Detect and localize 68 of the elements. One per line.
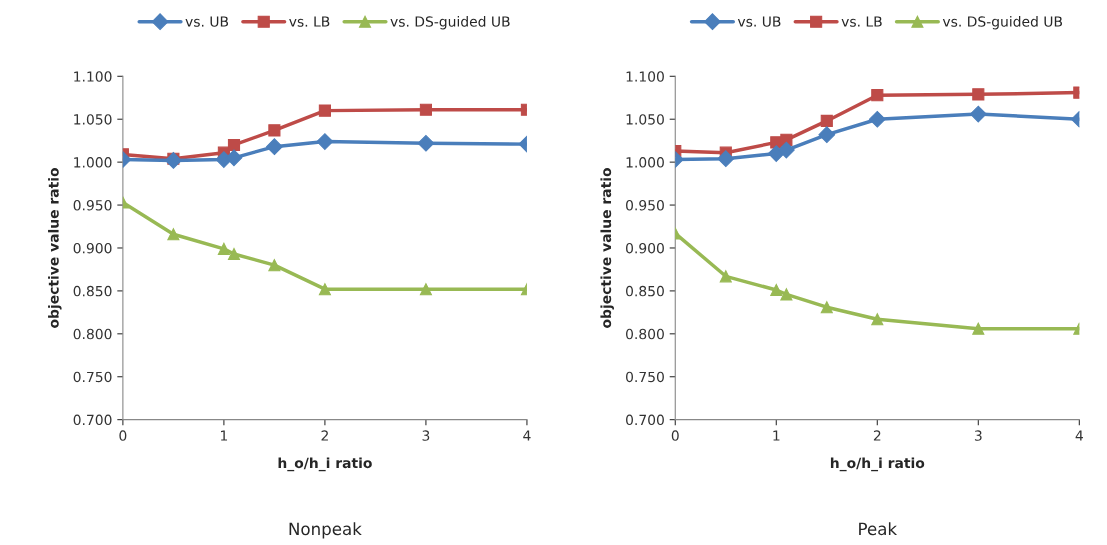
point	[318, 283, 331, 296]
point	[770, 283, 783, 297]
point	[969, 105, 987, 123]
point	[266, 138, 283, 156]
y-axis-title: objective value ratio	[600, 168, 614, 328]
x-tick-label: 2	[873, 430, 881, 441]
legend-label: vs. LB	[841, 16, 882, 27]
point	[871, 89, 884, 102]
y-tick-label: 1.100	[626, 71, 664, 82]
point	[227, 138, 241, 152]
x-tick-label: 2	[321, 430, 328, 441]
legend-label: vs. UB	[185, 16, 229, 27]
y-tick-label: 1.000	[626, 157, 664, 168]
y-tick-label: 1.000	[74, 157, 112, 168]
y-axis-title: objective value ratio	[48, 168, 62, 328]
y-tick-label: 0.850	[626, 285, 664, 297]
point	[972, 322, 985, 335]
legend-label: vs. DS-guided UB	[942, 16, 1062, 30]
x-axis-title: h_o/h_i ratio	[278, 457, 372, 472]
legend-label: vs. UB	[737, 16, 781, 27]
x-tick-label: 0	[119, 430, 127, 441]
x-tick-label: 3	[974, 430, 982, 441]
y-tick-label: 0.950	[73, 200, 112, 211]
point	[820, 114, 833, 128]
y-tick-label: 0.700	[73, 414, 112, 426]
point	[818, 126, 836, 144]
point	[868, 110, 886, 128]
point	[717, 150, 735, 168]
y-tick-label: 0.850	[73, 285, 112, 297]
point	[268, 259, 281, 272]
point	[778, 141, 795, 159]
point	[227, 247, 241, 261]
y-tick-label: 0.800	[73, 328, 112, 340]
point	[217, 242, 230, 255]
y-tick-label: 1.050	[626, 114, 664, 125]
text: Peak	[859, 522, 898, 536]
point	[871, 313, 884, 326]
y-tick-label: 0.750	[73, 371, 112, 383]
x-tick-label: 1	[221, 430, 228, 441]
point	[780, 288, 793, 301]
point	[318, 104, 331, 117]
y-tick-label: 0.700	[626, 414, 664, 426]
point	[165, 152, 182, 169]
y-tick-label: 0.950	[626, 200, 664, 211]
y-tick-label: 1.100	[74, 71, 112, 82]
y-tick-label: 1.050	[74, 114, 112, 125]
x-tick-label: 3	[422, 430, 430, 441]
y-tick-label: 0.750	[626, 371, 664, 383]
point	[972, 88, 985, 101]
y-tick-label: 0.900	[73, 242, 112, 254]
x-tick-label: 4	[1075, 430, 1083, 441]
text: Nonpeak	[289, 522, 362, 539]
x-tick-label: 1	[773, 430, 780, 441]
point	[419, 103, 432, 116]
point	[417, 134, 435, 152]
y-tick-label: 0.800	[626, 328, 664, 340]
x-tick-label: 0	[671, 430, 679, 441]
point	[419, 283, 432, 296]
point	[167, 228, 180, 241]
legend-label: vs. LB	[289, 16, 330, 27]
x-axis-title: h_o/h_i ratio	[830, 457, 925, 472]
legend-label: vs. DS-guided UB	[390, 16, 510, 30]
point	[268, 124, 281, 137]
point	[719, 270, 732, 283]
point	[820, 301, 833, 314]
x-tick-label: 4	[523, 430, 531, 441]
y-tick-label: 0.900	[626, 242, 664, 254]
point	[316, 133, 334, 150]
